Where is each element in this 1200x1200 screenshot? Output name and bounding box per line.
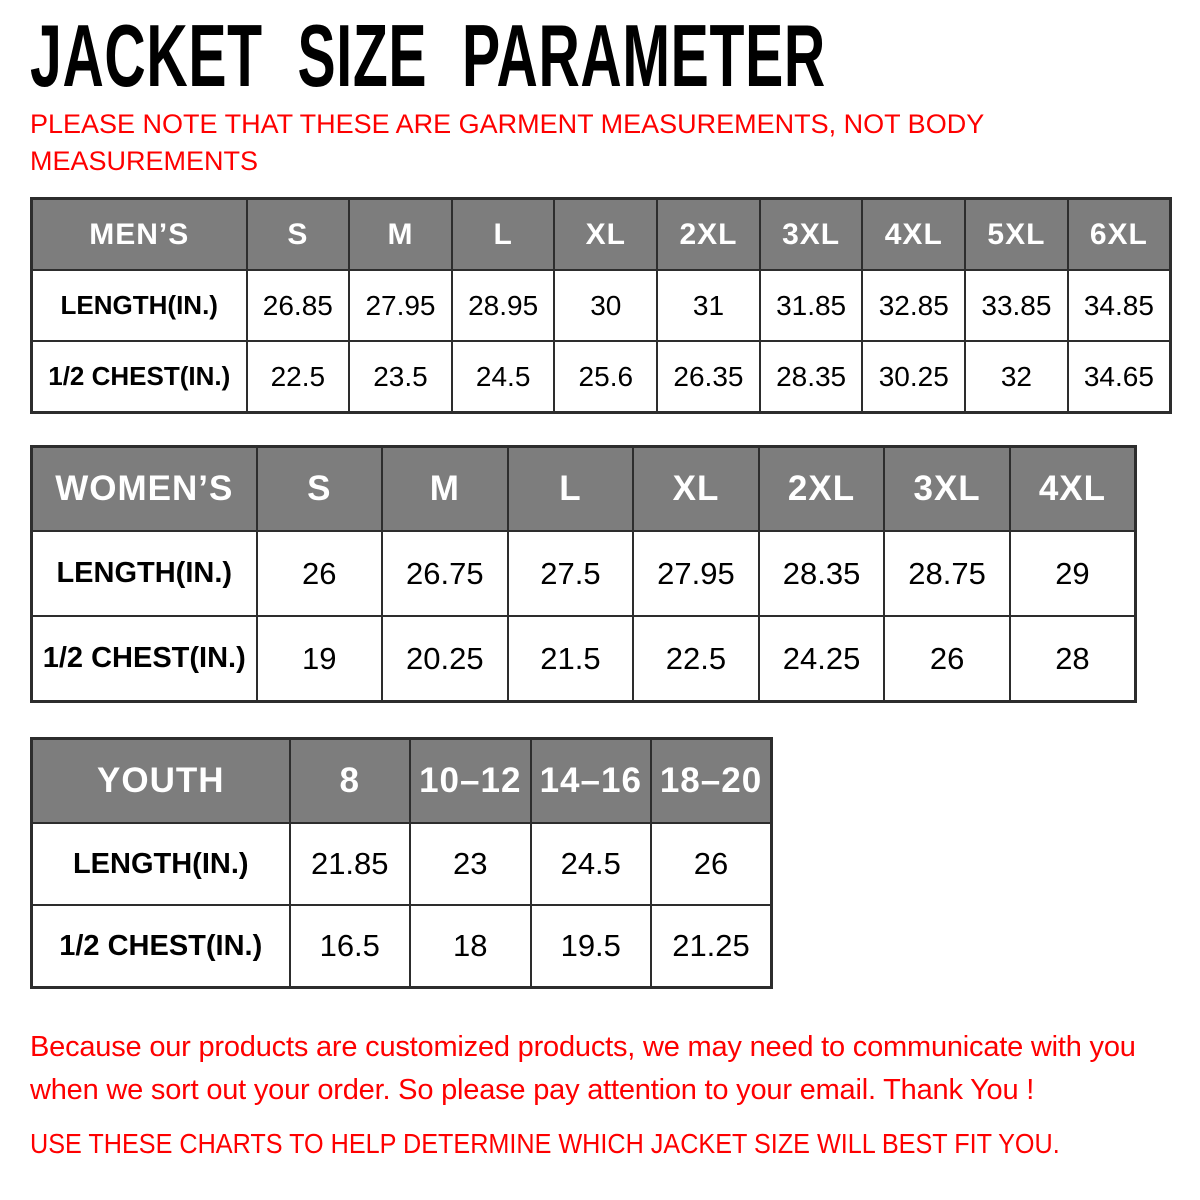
row-label: 1/2 CHEST(IN.) xyxy=(30,340,248,414)
notice-line: Because our products are customized prod… xyxy=(30,1031,1136,1063)
table-title-cell: YOUTH xyxy=(30,737,291,824)
table-title-cell: MEN’S xyxy=(30,197,248,271)
size-value: 24.5 xyxy=(450,340,556,414)
size-value: 28.35 xyxy=(758,340,864,414)
table-row: 1/2 CHEST(IN.) 19 20.25 21.5 22.5 24.25 26 28 xyxy=(30,615,1137,703)
size-column-header: 6XL xyxy=(1066,197,1172,271)
size-value: 28.75 xyxy=(883,530,1011,617)
size-column-header: 5XL xyxy=(964,197,1069,271)
size-value: 32.85 xyxy=(861,269,967,342)
size-value: 18 xyxy=(409,904,532,989)
size-value: 29 xyxy=(1008,530,1137,617)
size-value: 26 xyxy=(650,822,773,906)
note-line: PLEASE NOTE THAT THESE ARE GARMENT MEASU… xyxy=(30,109,985,139)
size-column-header: 2XL xyxy=(656,197,761,271)
size-value: 28.95 xyxy=(450,269,556,342)
row-label: 1/2 CHEST(IN.) xyxy=(30,615,258,703)
chart-usage-note: USE THESE CHARTS TO HELP DETERMINE WHICH… xyxy=(30,1128,1060,1159)
size-value: 21.85 xyxy=(288,822,411,906)
size-value: 30 xyxy=(553,269,659,342)
row-label: LENGTH(IN.) xyxy=(30,269,248,342)
size-value: 26.85 xyxy=(245,269,351,342)
size-value: 28.35 xyxy=(757,530,886,617)
customization-notice: Because our products are customized prod… xyxy=(30,1026,1136,1112)
size-value: 34.65 xyxy=(1066,340,1172,414)
size-column-header: 10–12 xyxy=(409,737,532,824)
table-row: 1/2 CHEST(IN.) 22.5 23.5 24.5 25.6 26.35 28.35… xyxy=(30,340,1172,414)
size-value: 27.95 xyxy=(632,530,760,617)
size-value: 20.25 xyxy=(381,615,509,703)
size-value: 26.35 xyxy=(656,340,761,414)
size-column-header: S xyxy=(255,445,384,532)
size-value: 23 xyxy=(409,822,532,906)
page-title: JACKET SIZE PARAMETER xyxy=(30,6,826,105)
size-column-header: 2XL xyxy=(757,445,886,532)
size-value: 26 xyxy=(255,530,384,617)
table-row: 1/2 CHEST(IN.) 16.5 18 19.5 21.25 xyxy=(30,904,773,989)
size-table-mens: MEN’S S M L XL 2XL 3XL 4XL 5XL 6XL LENGTH(IN.) 26.8… xyxy=(30,197,1172,414)
size-value: 31.85 xyxy=(758,269,864,342)
table-row: LENGTH(IN.) 26 26.75 27.5 27.95 28.35 28.75 29 xyxy=(30,530,1137,617)
table-row: LENGTH(IN.) 21.85 23 24.5 26 xyxy=(30,822,773,906)
row-label: LENGTH(IN.) xyxy=(30,822,291,906)
size-column-header: S xyxy=(245,197,351,271)
size-value: 28 xyxy=(1008,615,1137,703)
row-label: 1/2 CHEST(IN.) xyxy=(30,904,291,989)
size-column-header: XL xyxy=(553,197,659,271)
size-column-header: 18–20 xyxy=(650,737,773,824)
size-column-header: L xyxy=(506,445,635,532)
header-row: YOUTH 8 10–12 14–16 18–20 xyxy=(30,737,773,824)
size-value: 19.5 xyxy=(529,904,652,989)
size-column-header: XL xyxy=(632,445,760,532)
size-column-header: 3XL xyxy=(883,445,1011,532)
size-value: 34.85 xyxy=(1066,269,1172,342)
size-column-header: L xyxy=(450,197,556,271)
size-column-header: M xyxy=(381,445,509,532)
size-value: 24.5 xyxy=(529,822,652,906)
size-value: 31 xyxy=(656,269,761,342)
garment-measurement-note: PLEASE NOTE THAT THESE ARE GARMENT MEASU… xyxy=(30,106,984,180)
size-column-header: M xyxy=(348,197,453,271)
table-row: LENGTH(IN.) 26.85 27.95 28.95 30 31 31.85 32.85… xyxy=(30,269,1172,342)
size-column-header: 8 xyxy=(288,737,411,824)
header-row: WOMEN’S S M L XL 2XL 3XL 4XL xyxy=(30,445,1137,532)
size-value: 27.95 xyxy=(348,269,453,342)
size-value: 16.5 xyxy=(288,904,411,989)
note-line: MEASUREMENTS xyxy=(30,146,259,176)
size-value: 19 xyxy=(255,615,384,703)
size-column-header: 3XL xyxy=(758,197,864,271)
size-value: 21.5 xyxy=(506,615,635,703)
size-value: 26 xyxy=(883,615,1011,703)
size-table-youth: YOUTH 8 10–12 14–16 18–20 LENGTH(IN.) 21.85 23 2… xyxy=(30,737,773,989)
size-value: 33.85 xyxy=(964,269,1069,342)
size-column-header: 4XL xyxy=(1008,445,1137,532)
size-value: 22.5 xyxy=(245,340,351,414)
size-value: 30.25 xyxy=(861,340,967,414)
size-column-header: 4XL xyxy=(861,197,967,271)
size-value: 21.25 xyxy=(650,904,773,989)
notice-line: when we sort out your order. So please p… xyxy=(30,1074,1035,1106)
size-value: 22.5 xyxy=(632,615,760,703)
size-table-womens: WOMEN’S S M L XL 2XL 3XL 4XL LENGTH(IN.) 26 26.75 2… xyxy=(30,445,1137,703)
size-column-header: 14–16 xyxy=(529,737,652,824)
size-value: 32 xyxy=(964,340,1069,414)
size-value: 27.5 xyxy=(506,530,635,617)
size-value: 25.6 xyxy=(553,340,659,414)
size-value: 26.75 xyxy=(381,530,509,617)
size-value: 24.25 xyxy=(757,615,886,703)
table-title-cell: WOMEN’S xyxy=(30,445,258,532)
size-value: 23.5 xyxy=(348,340,453,414)
row-label: LENGTH(IN.) xyxy=(30,530,258,617)
header-row: MEN’S S M L XL 2XL 3XL 4XL 5XL 6XL xyxy=(30,197,1172,271)
